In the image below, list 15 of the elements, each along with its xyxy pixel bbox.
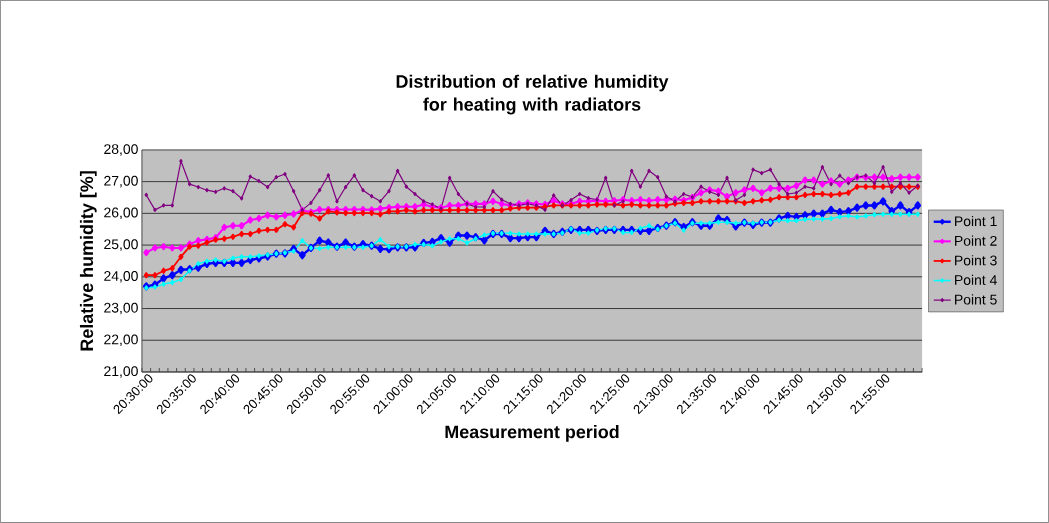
y-tick-label: 27,00 [104, 175, 138, 188]
y-tick-label: 25,00 [104, 239, 138, 251]
x-axis-title: Measurement period [445, 425, 619, 442]
y-tick-label: 26,00 [104, 207, 138, 220]
y-tick-label: 24,00 [104, 271, 138, 283]
legend-label: Point 4 [955, 274, 997, 286]
legend-label: Point 2 [955, 235, 997, 246]
chart-title: Distribution of relative humidity for heating with radiators [396, 74, 669, 115]
y-tick-label: 23,00 [104, 302, 138, 315]
y-axis-title: Relative humidity [%] [79, 171, 97, 351]
legend-label: Point 5 [955, 294, 997, 305]
y-tick-label: 28,00 [104, 144, 138, 156]
legend-label: Point 1 [955, 216, 997, 227]
y-tick-label: 22,00 [104, 334, 138, 347]
legend-label: Point 3 [955, 255, 997, 266]
